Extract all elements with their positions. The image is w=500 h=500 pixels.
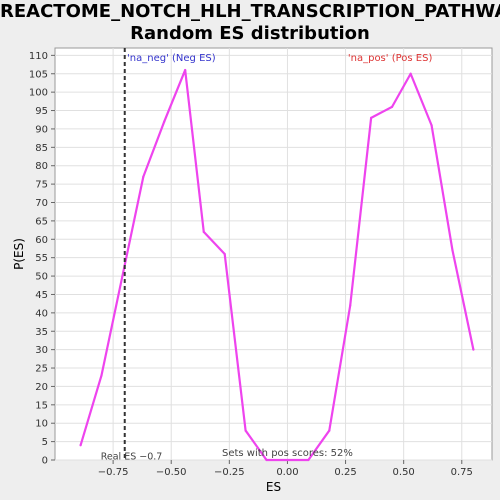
y-tick-label: 5 [42,437,48,448]
y-axis-label: P(ES) [12,238,26,270]
y-tick-label: 20 [35,382,48,393]
y-tick-label: 95 [35,106,48,117]
data-point [430,124,433,127]
data-point [390,105,394,108]
real-es-label: Real ES −0.7 [101,452,163,463]
x-tick-label: −0.25 [214,467,245,478]
data-point [265,458,268,462]
y-tick-label: 45 [35,290,48,301]
y-tick-label: 85 [35,143,48,154]
y-tick-label: 80 [35,161,48,172]
y-tick-label: 25 [35,364,48,375]
data-point [202,230,205,234]
data-point [451,249,454,252]
grid-lines [55,48,492,461]
pos-es-label: 'na_pos' (Pos ES) [348,53,433,64]
x-axis-label: ES [266,480,281,494]
y-tick-label: 110 [29,51,48,62]
x-tick-label: 0.75 [451,467,473,478]
data-point [349,304,352,307]
neg-es-label: 'na_neg' (Neg ES) [127,53,216,64]
y-tick-label: 60 [35,235,48,246]
y-tick-label: 75 [35,180,48,191]
series-layer [79,68,475,462]
x-tick-label: −0.50 [156,467,187,478]
data-point [100,374,103,377]
data-point [286,458,289,462]
data-point [79,444,82,447]
data-point [121,274,124,278]
data-point [307,458,310,462]
x-tick-label: 0.25 [334,467,356,478]
x-tick-label: 0.00 [276,467,298,478]
y-tick-label: 35 [35,327,48,338]
y-tick-label: 55 [35,253,48,264]
x-tick-label: −0.75 [98,467,129,478]
data-point [163,120,166,123]
data-point [184,68,187,72]
data-point [370,116,373,119]
x-tick-label: 0.50 [393,467,415,478]
y-tick-label: 0 [42,456,48,467]
y-tick-label: 10 [35,419,48,430]
y-tick-label: 100 [29,88,48,99]
data-point [409,72,412,75]
y-tick-label: 65 [35,216,48,227]
y-tick-label: 90 [35,124,48,135]
y-tick-label: 40 [35,308,48,319]
sets-pos-label: Sets with pos scores: 52% [222,448,353,459]
data-point [472,348,475,351]
data-point [223,252,226,256]
chart-title-line2: Random ES distribution [130,23,370,44]
y-tick-label: 70 [35,198,48,209]
annotations: Real ES −0.7 'na_neg' (Neg ES) 'na_pos' (P… [101,48,433,463]
data-point [328,429,331,432]
series-line [79,68,475,462]
y-tick-label: 50 [35,272,48,283]
axes: 0 5 10 15 20 25 30 35 40 45 50 55 60 65 70 75 80 85 90 95 10… [12,51,473,494]
data-point [244,429,247,432]
y-tick-label: 30 [35,345,48,356]
y-tick-label: 105 [29,69,48,80]
chart-title-line1: REACTOME_NOTCH_HLH_TRANSCRIPTION_PATHWAY… [0,1,500,22]
y-tick-label: 15 [35,400,48,411]
data-point [142,175,145,178]
